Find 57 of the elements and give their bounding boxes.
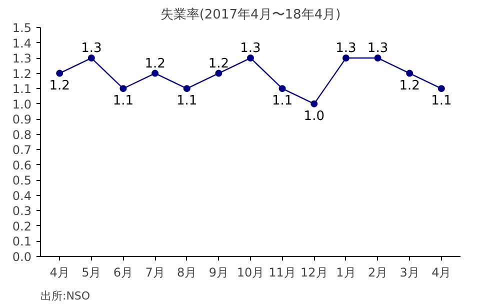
x-tick-label: 5月 <box>82 266 102 280</box>
point <box>56 70 64 77</box>
x-tick-label: 2月 <box>368 266 388 280</box>
data-label: 1.2 <box>144 56 166 72</box>
point <box>152 70 159 77</box>
y-tick-label: 1.0 <box>12 97 32 112</box>
y-tick-label: 0.4 <box>12 188 32 203</box>
y-tick-label: 1.2 <box>12 66 32 81</box>
y-tick-label: 0.3 <box>12 204 32 218</box>
point <box>215 70 222 77</box>
point <box>406 70 414 77</box>
y-tick-label: 0.9 <box>12 112 32 127</box>
y-tick-label: 0.0 <box>12 250 32 264</box>
x-tick-label: 6月 <box>113 266 134 280</box>
data-label: 1.2 <box>49 78 70 94</box>
data-label: 1.0 <box>304 108 324 124</box>
data-label: 1.3 <box>336 41 356 56</box>
point <box>278 85 286 92</box>
data-label: 1.2 <box>208 56 230 72</box>
y-tick-label: 0.5 <box>12 174 32 188</box>
point <box>310 100 318 108</box>
data-label: 1.3 <box>81 41 102 56</box>
x-tick-label: 7月 <box>145 266 165 280</box>
x-tick-label: 4月 <box>50 266 70 280</box>
data-label: 1.3 <box>367 41 388 56</box>
y-tick-label: 1.4 <box>12 36 32 50</box>
point <box>88 54 95 62</box>
y-tick-label: 0.6 <box>12 158 32 172</box>
y-tick-label: 1.5 <box>12 21 32 35</box>
chart-title: 失業率(2017年4月〜18年4月) <box>160 6 341 22</box>
x-tick-label: 1月 <box>336 266 356 280</box>
text: 出所:NSO <box>40 290 90 302</box>
point <box>183 85 190 92</box>
data-label: 1.1 <box>112 94 134 109</box>
y-tick-label: 0.8 <box>12 128 32 142</box>
y-tick-label: 1.1 <box>12 82 32 96</box>
x-tick-label: 4月 <box>432 266 452 280</box>
data-label: 1.1 <box>176 94 198 109</box>
data-label: 1.3 <box>240 41 261 56</box>
point <box>120 85 127 92</box>
x-tick-label: 8月 <box>177 266 197 280</box>
y-tick-label: 1.3 <box>12 52 32 66</box>
data-label: 1.1 <box>272 94 293 109</box>
point <box>342 54 350 62</box>
point <box>247 54 254 62</box>
y-tick-label: 0.2 <box>12 219 32 234</box>
y-tick-label: 0.7 <box>12 143 32 158</box>
x-tick-label: 11月 <box>268 266 296 280</box>
point <box>374 54 382 62</box>
point <box>438 85 445 92</box>
x-tick-label: 12月 <box>300 266 328 280</box>
data-label: 1.2 <box>399 78 420 94</box>
x-tick-label: 3月 <box>400 266 420 280</box>
data-label: 1.1 <box>431 94 452 109</box>
x-tick-label: 10月 <box>236 266 264 280</box>
y-tick-label: 0.1 <box>12 234 32 249</box>
x-tick-label: 9月 <box>208 266 229 280</box>
